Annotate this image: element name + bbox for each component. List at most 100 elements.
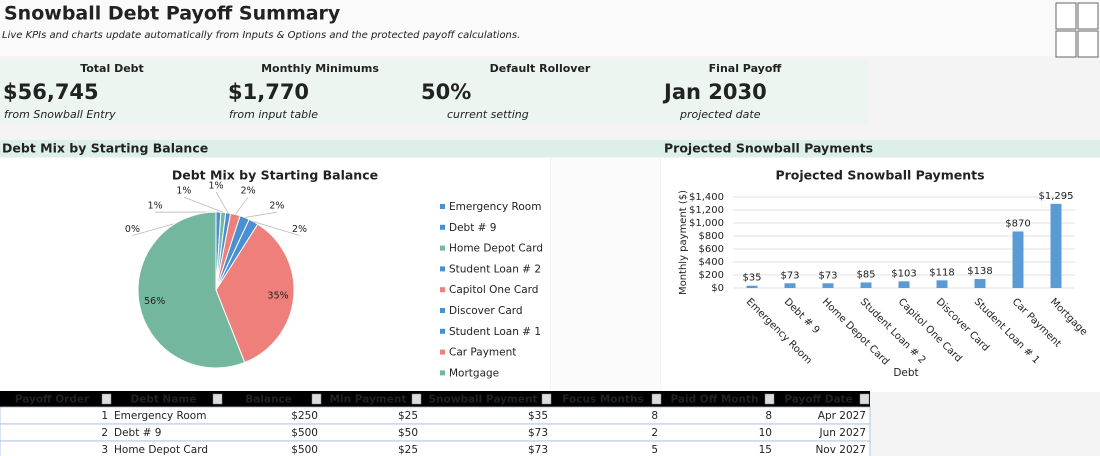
y-tick-label: $1,000 [689, 218, 724, 229]
icon-button[interactable] [1077, 30, 1099, 58]
icon-button[interactable] [1077, 2, 1099, 30]
data-label: $35 [742, 273, 761, 284]
kpi-label: Monthly Minimums [261, 62, 379, 75]
column-header: Snowball Payment [429, 394, 538, 406]
legend-label: Debt # 9 [449, 222, 496, 234]
table-cell: 2 [651, 427, 658, 439]
filter-button[interactable] [764, 393, 775, 405]
table-cell: Debt # 9 [114, 427, 161, 439]
legend-label: Student Loan # 1 [449, 326, 541, 338]
table-cell: Apr 2027 [818, 410, 866, 422]
y-axis-title: Monthly payment ($) [678, 190, 689, 295]
table-cell: $73 [528, 444, 548, 456]
legend-label: Mortgage [449, 367, 499, 379]
data-label: $138 [967, 266, 992, 277]
leader-line [235, 196, 249, 215]
table-cell: $35 [528, 410, 548, 422]
column-header: Balance [245, 394, 292, 406]
y-tick-label: $0 [711, 283, 724, 294]
data-label: $870 [1005, 218, 1030, 229]
bar [898, 281, 910, 288]
pie-slice [137, 211, 246, 369]
data-label: 1% [148, 201, 163, 212]
data-label: 2% [292, 224, 307, 235]
filter-button[interactable] [212, 393, 223, 405]
column-header: Payoff Order [15, 394, 90, 406]
table-cell: $25 [398, 444, 418, 456]
leader-line [253, 221, 300, 236]
legend-label: Home Depot Card [449, 243, 543, 255]
column-header: Focus Months [562, 394, 643, 406]
table-cell: $500 [291, 444, 318, 456]
filter-button[interactable] [411, 393, 422, 405]
data-label: $118 [929, 267, 954, 278]
legend-swatch [440, 224, 445, 230]
filter-button[interactable] [859, 393, 870, 405]
table-cell: Jun 2027 [819, 427, 866, 439]
gap-panel [551, 158, 660, 392]
legend-swatch [440, 370, 445, 376]
bar [746, 285, 758, 288]
section-title: Debt Mix by Starting Balance [2, 141, 208, 156]
data-label: 1% [208, 181, 223, 192]
bar [822, 283, 834, 288]
toolbar-icons [1055, 2, 1099, 58]
table-row [0, 440, 871, 456]
y-tick-label: $400 [699, 257, 724, 268]
legend-swatch [440, 245, 445, 251]
table-cell: $73 [528, 427, 548, 439]
data-label: $103 [891, 268, 916, 279]
y-tick-label: $1,400 [689, 192, 724, 203]
leader-line [183, 196, 224, 213]
kpi-label: Final Payoff [709, 62, 782, 75]
table-cell: $50 [398, 427, 418, 439]
leader-line [215, 191, 229, 214]
kpi-note: from Snowball Entry [4, 108, 116, 121]
data-label: $85 [856, 269, 875, 280]
table-cell: 10 [759, 427, 772, 439]
table-cell: $250 [291, 410, 318, 422]
table-cell: $25 [398, 410, 418, 422]
table-cell: Nov 2027 [815, 444, 866, 456]
legend-label: Capitol One Card [449, 284, 538, 296]
bar [784, 283, 796, 288]
y-tick-label: $800 [699, 231, 724, 242]
legend-label: Student Loan # 2 [449, 263, 541, 275]
table-cell: Home Depot Card [114, 444, 208, 456]
table-cell: 1 [101, 410, 108, 422]
legend-swatch [440, 287, 445, 293]
column-header: Min Payment [330, 394, 407, 406]
pie-slice [215, 223, 295, 364]
kpi-value: $1,770 [228, 80, 309, 104]
kpi-label: Default Rollover [490, 62, 591, 75]
section-title: Projected Snowball Payments [664, 141, 873, 156]
legend-label: Emergency Room [449, 201, 541, 213]
legend-swatch [440, 204, 445, 209]
x-axis-title: Debt [893, 367, 918, 379]
filter-button[interactable] [101, 393, 112, 405]
table-cell: 3 [101, 444, 108, 456]
legend-label: Car Payment [449, 347, 516, 359]
table-cell: 15 [759, 444, 772, 456]
page-title: Snowball Debt Payoff Summary [4, 3, 341, 25]
table-cell: 2 [101, 427, 108, 439]
data-label: 0% [125, 224, 140, 235]
legend-label: Discover Card [449, 305, 523, 317]
y-tick-label: $1,200 [689, 205, 724, 216]
filter-button[interactable] [651, 393, 662, 405]
data-label: $1,295 [1039, 191, 1074, 202]
legend-swatch [440, 308, 445, 313]
bar [860, 282, 872, 288]
data-label: $73 [818, 270, 837, 281]
filter-button[interactable] [311, 393, 322, 405]
kpi-value: 50% [421, 80, 471, 104]
leader-line [244, 211, 277, 218]
data-label: 1% [176, 186, 191, 197]
filter-button[interactable] [541, 393, 552, 405]
icon-button[interactable] [1055, 2, 1077, 30]
kpi-note: projected date [679, 108, 761, 121]
kpi-band [0, 60, 868, 123]
data-label: 2% [269, 201, 284, 212]
icon-button[interactable] [1055, 30, 1077, 58]
